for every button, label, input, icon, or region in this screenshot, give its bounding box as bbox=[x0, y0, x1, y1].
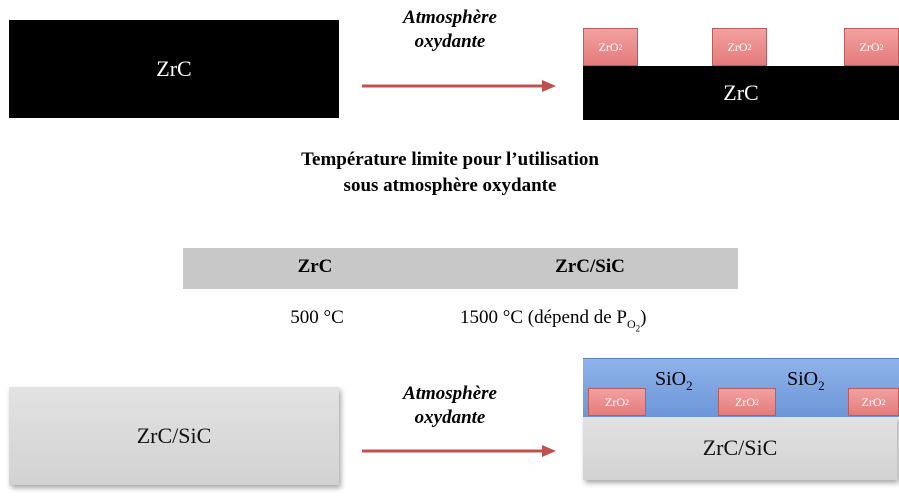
bottom-arrow bbox=[362, 445, 556, 457]
table-header-zrc: ZrC bbox=[297, 256, 333, 277]
top-arrow-label-line2: oxydante bbox=[414, 31, 486, 52]
zro2-layer: ZrO 2 bbox=[718, 388, 776, 416]
temperature-title-line2: sous atmosphère oxydante bbox=[343, 175, 557, 196]
table-value-zrc-sic: 1500 °C (dépend de PO2) bbox=[460, 307, 647, 334]
zro2-layer: ZrO 2 bbox=[583, 28, 638, 66]
zrc-result-label: ZrC bbox=[723, 80, 759, 105]
top-arrow-label-line1: Atmosphère bbox=[403, 7, 497, 28]
zrc-sic-result-block: ZrC/SiC bbox=[583, 416, 897, 480]
sio2-label: SiO2 bbox=[655, 368, 693, 393]
zrc-block: ZrC bbox=[9, 20, 339, 118]
zrc-sic-block: ZrC/SiC bbox=[9, 387, 339, 485]
temperature-title: Température limite pour l’utilisation so… bbox=[200, 147, 700, 199]
bottom-arrow-label-line1: Atmosphère bbox=[403, 383, 497, 404]
temperature-title-line1: Température limite pour l’utilisation bbox=[301, 149, 599, 170]
zrc-sic-result-label: ZrC/SiC bbox=[702, 435, 778, 460]
zro2-layer: ZrO 2 bbox=[712, 28, 767, 66]
zro2-layer: ZrO 2 bbox=[844, 28, 899, 66]
top-arrow bbox=[362, 80, 556, 92]
table-value-zrc: 500 °C bbox=[290, 307, 344, 328]
top-arrow-label: Atmosphère oxydante bbox=[370, 6, 530, 54]
zrc-block-label: ZrC bbox=[156, 56, 192, 81]
zrc-sic-block-label: ZrC/SiC bbox=[136, 423, 212, 448]
sio2-label: SiO2 bbox=[787, 368, 825, 393]
bottom-arrow-label: Atmosphère oxydante bbox=[370, 382, 530, 430]
zro2-layer: ZrO 2 bbox=[588, 388, 646, 416]
table-header-zrc-sic: ZrC/SiC bbox=[555, 256, 625, 277]
zro2-layer: ZrO 2 bbox=[848, 388, 899, 416]
bottom-arrow-label-line2: oxydante bbox=[414, 407, 486, 428]
table-header-row bbox=[183, 248, 738, 289]
zrc-result-block: ZrC bbox=[583, 66, 899, 120]
